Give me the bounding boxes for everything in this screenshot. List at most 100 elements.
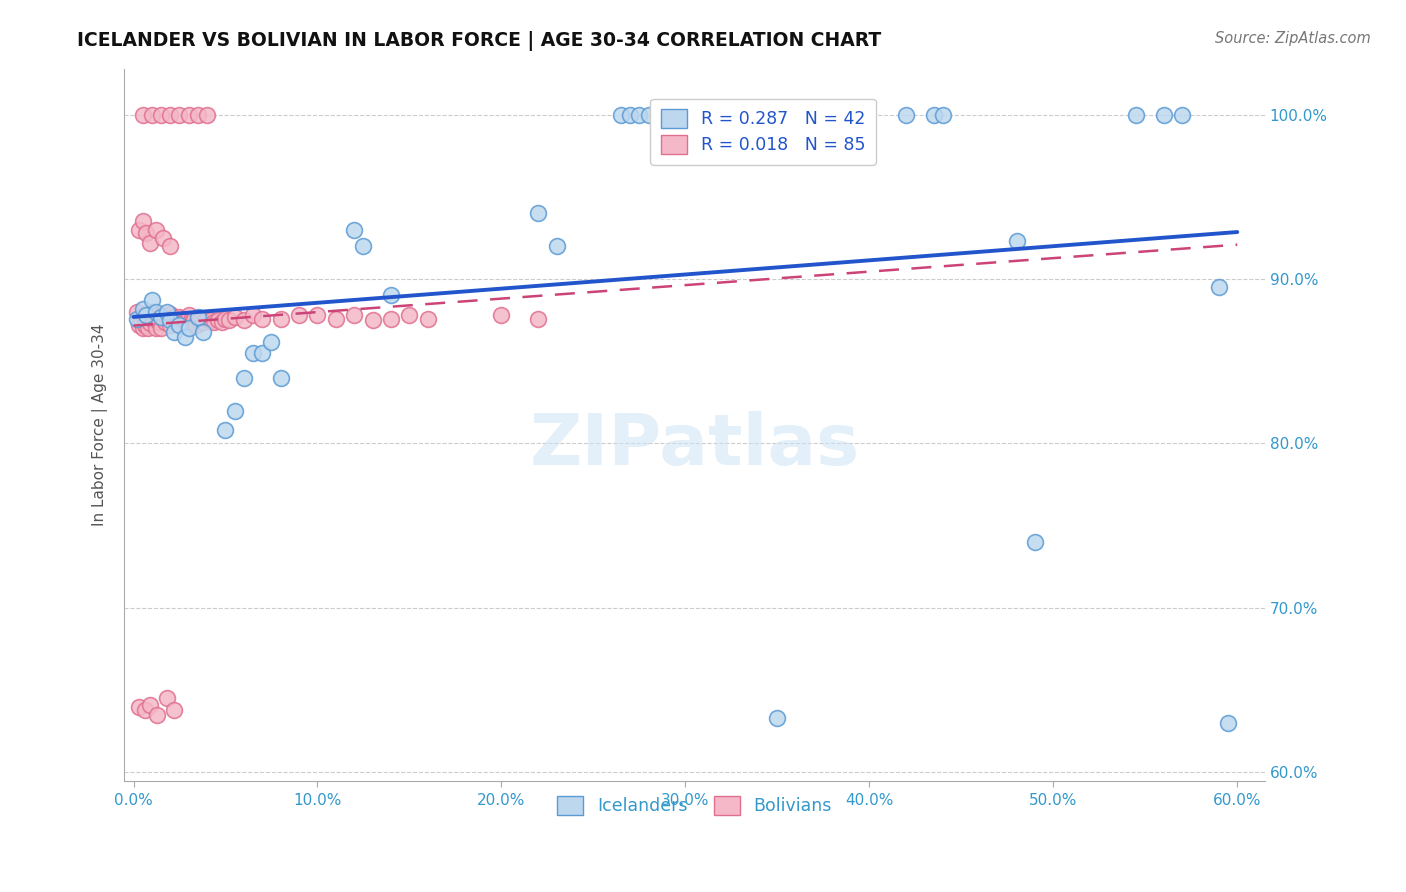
Point xyxy=(150,107,173,121)
Point xyxy=(150,321,173,335)
Point xyxy=(156,305,179,319)
Point xyxy=(131,321,153,335)
Point xyxy=(145,308,167,322)
Point xyxy=(166,317,188,331)
Point xyxy=(343,223,366,237)
Point xyxy=(176,313,198,327)
Point xyxy=(218,313,240,327)
Point xyxy=(156,310,179,324)
Point xyxy=(628,107,651,121)
Point xyxy=(232,313,254,327)
Point xyxy=(135,308,157,322)
Point xyxy=(193,325,215,339)
Point xyxy=(165,313,187,327)
Point xyxy=(181,315,204,329)
Point xyxy=(131,301,153,316)
Point xyxy=(163,325,186,339)
Y-axis label: In Labor Force | Age 30-34: In Labor Force | Age 30-34 xyxy=(93,323,108,525)
Point xyxy=(169,107,191,121)
Point xyxy=(214,423,236,437)
Point xyxy=(610,107,633,121)
Point xyxy=(224,403,246,417)
Point xyxy=(655,107,678,121)
Point xyxy=(195,311,218,326)
Point xyxy=(127,305,149,319)
Point xyxy=(136,308,159,322)
Point xyxy=(141,293,163,308)
Point xyxy=(1208,280,1230,294)
Point xyxy=(139,698,162,712)
Point xyxy=(343,308,366,322)
Point xyxy=(163,310,186,324)
Text: Source: ZipAtlas.com: Source: ZipAtlas.com xyxy=(1215,31,1371,46)
Point xyxy=(128,318,150,332)
Point xyxy=(142,313,165,327)
Point xyxy=(128,223,150,237)
Point xyxy=(242,308,264,322)
Point xyxy=(159,239,181,253)
Point xyxy=(180,313,202,327)
Point xyxy=(146,313,169,327)
Point xyxy=(207,313,229,327)
Point xyxy=(152,231,174,245)
Point xyxy=(128,699,150,714)
Point xyxy=(145,223,167,237)
Point xyxy=(232,370,254,384)
Point xyxy=(224,310,246,324)
Point xyxy=(159,307,181,321)
Point xyxy=(380,288,402,302)
Point xyxy=(380,311,402,326)
Point xyxy=(131,214,153,228)
Point xyxy=(353,239,375,253)
Point xyxy=(131,107,153,121)
Point xyxy=(156,691,179,706)
Point xyxy=(127,311,149,326)
Point xyxy=(177,308,200,322)
Point xyxy=(129,313,152,327)
Point xyxy=(148,315,170,329)
Point xyxy=(157,311,180,326)
Point xyxy=(174,311,197,326)
Point xyxy=(637,107,659,121)
Point xyxy=(134,703,156,717)
Point xyxy=(141,107,163,121)
Point xyxy=(131,308,153,322)
Point xyxy=(160,311,183,326)
Point xyxy=(270,311,292,326)
Point xyxy=(1216,716,1239,731)
Point xyxy=(177,107,200,121)
Point xyxy=(188,313,211,327)
Point xyxy=(1005,234,1028,248)
Point xyxy=(527,311,550,326)
Point xyxy=(159,313,181,327)
Point xyxy=(172,315,194,329)
Point xyxy=(141,311,163,326)
Point xyxy=(416,311,439,326)
Legend: Icelanders, Bolivians: Icelanders, Bolivians xyxy=(547,785,842,825)
Point xyxy=(187,310,209,324)
Text: ICELANDER VS BOLIVIAN IN LABOR FORCE | AGE 30-34 CORRELATION CHART: ICELANDER VS BOLIVIAN IN LABOR FORCE | A… xyxy=(77,31,882,51)
Point xyxy=(270,370,292,384)
Point xyxy=(922,107,945,121)
Point xyxy=(174,329,197,343)
Point xyxy=(288,308,311,322)
Point xyxy=(134,318,156,332)
Point xyxy=(1125,107,1147,121)
Point xyxy=(200,313,222,327)
Point xyxy=(619,107,641,121)
Point xyxy=(145,321,167,335)
Point xyxy=(150,308,173,322)
Point xyxy=(204,315,226,329)
Point xyxy=(150,310,173,324)
Point xyxy=(183,311,205,326)
Point xyxy=(159,318,181,332)
Point xyxy=(260,334,283,349)
Point xyxy=(195,107,218,121)
Point xyxy=(187,107,209,121)
Point xyxy=(135,226,157,240)
Point xyxy=(135,313,157,327)
Point xyxy=(170,313,193,327)
Point xyxy=(252,346,274,360)
Point xyxy=(242,346,264,360)
Point xyxy=(214,311,236,326)
